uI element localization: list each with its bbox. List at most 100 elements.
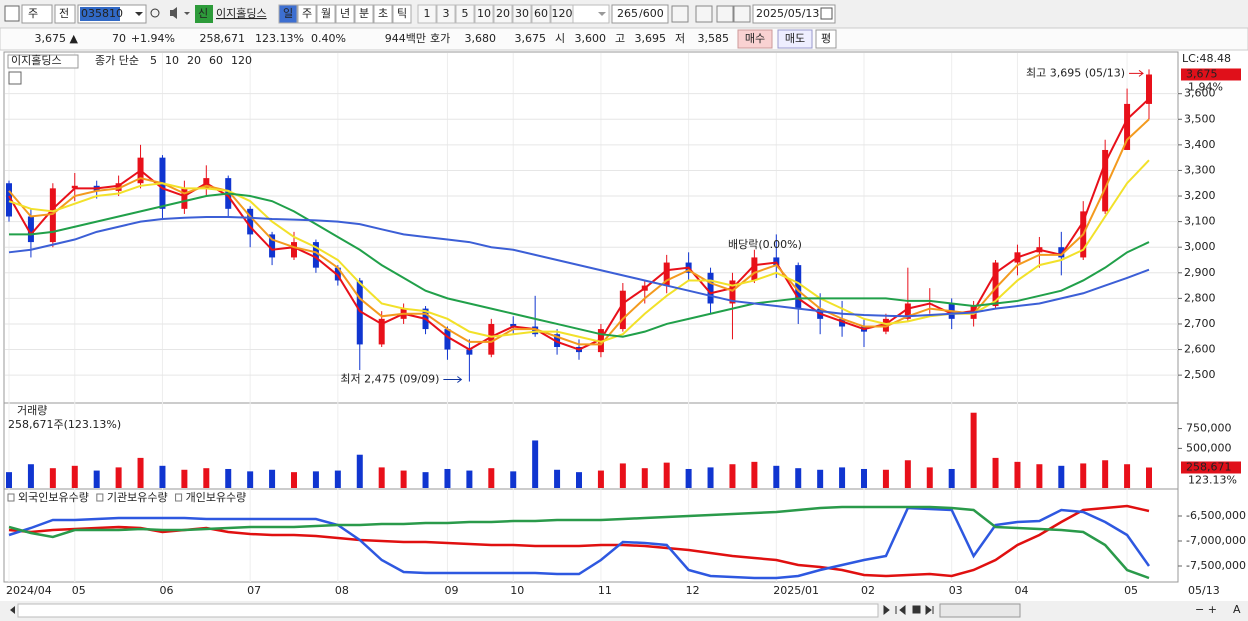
dropdown-arrow[interactable] bbox=[135, 12, 143, 16]
ownership-line bbox=[8, 505, 1150, 580]
interval-label[interactable]: 20 bbox=[496, 7, 510, 20]
interval-label[interactable]: 5 bbox=[462, 7, 469, 20]
candle-body bbox=[27, 216, 34, 243]
period-label[interactable]: 분 bbox=[359, 7, 369, 20]
interval-button[interactable] bbox=[474, 4, 494, 24]
candle-body bbox=[773, 257, 780, 266]
stock-name: 이지홀딩스 bbox=[216, 7, 267, 20]
candle-body bbox=[247, 208, 254, 235]
font-control[interactable]: A bbox=[1233, 603, 1241, 616]
volume-bar bbox=[532, 440, 539, 488]
scroll-left[interactable] bbox=[10, 606, 15, 614]
tool-icon[interactable] bbox=[671, 5, 689, 23]
volume-bar bbox=[137, 457, 144, 488]
period-button[interactable] bbox=[392, 4, 412, 24]
interval-select[interactable] bbox=[572, 4, 610, 24]
interval-label[interactable]: 120 bbox=[552, 7, 573, 20]
period-label[interactable]: 주 bbox=[302, 7, 312, 20]
y-tick-label: 2,500 bbox=[1184, 368, 1216, 381]
search-icon[interactable] bbox=[150, 8, 160, 18]
period-button[interactable] bbox=[316, 4, 336, 24]
market[interactable]: 주 bbox=[28, 7, 38, 20]
count[interactable]: 265 bbox=[617, 7, 638, 20]
candle-body bbox=[444, 329, 451, 350]
interval-label[interactable]: 60 bbox=[534, 7, 548, 20]
x-tick-label: 09 bbox=[444, 584, 458, 597]
interval-button[interactable] bbox=[417, 4, 437, 24]
volume-bar bbox=[1124, 464, 1131, 488]
period-label[interactable]: 년 bbox=[340, 7, 350, 20]
speaker-icon[interactable] bbox=[170, 7, 190, 19]
sell-button[interactable] bbox=[777, 29, 813, 49]
tool-icon[interactable] bbox=[733, 5, 751, 23]
period-label[interactable]: 초 bbox=[378, 7, 388, 20]
new-badge bbox=[195, 5, 213, 23]
period-button[interactable] bbox=[354, 4, 374, 24]
zoom-controls[interactable]: − + bbox=[1195, 603, 1217, 616]
period-button[interactable] bbox=[373, 4, 393, 24]
table-icon[interactable] bbox=[8, 71, 22, 85]
scope-button[interactable] bbox=[54, 4, 76, 24]
volume-bar bbox=[707, 467, 714, 488]
volume-bar bbox=[619, 463, 626, 488]
candle-body bbox=[1058, 247, 1065, 258]
volume-bar bbox=[159, 465, 166, 488]
quote-bg bbox=[0, 27, 1248, 51]
interval-button[interactable] bbox=[512, 4, 532, 24]
interval-button[interactable] bbox=[455, 4, 475, 24]
period-label[interactable]: 일 bbox=[283, 6, 293, 20]
volume: 258,671 bbox=[200, 32, 246, 45]
volume-bar bbox=[576, 472, 582, 488]
period-button[interactable] bbox=[335, 4, 355, 24]
candle-body bbox=[115, 183, 122, 191]
interval-label[interactable]: 10 bbox=[477, 7, 491, 20]
interval-button[interactable] bbox=[531, 4, 551, 24]
y-tick-label: 3,000 bbox=[1184, 240, 1216, 253]
volume-bar bbox=[554, 469, 561, 488]
tool-icon[interactable] bbox=[695, 5, 713, 23]
event-annotation: 배당락(0.00%) bbox=[728, 238, 802, 251]
calendar-icon[interactable] bbox=[820, 7, 833, 20]
y-tick-label: -7,500,000 bbox=[1186, 559, 1246, 572]
candle-body bbox=[839, 318, 846, 327]
x-tick-label: 2024/04 bbox=[6, 584, 52, 597]
volume-bar bbox=[269, 469, 276, 488]
volume-bar bbox=[356, 454, 363, 488]
interval-label[interactable]: 30 bbox=[515, 7, 529, 20]
volume-bar bbox=[488, 468, 495, 488]
menu-icon[interactable] bbox=[4, 5, 20, 22]
candle-body bbox=[181, 188, 188, 209]
interval-button[interactable] bbox=[493, 4, 513, 24]
avg-button[interactable] bbox=[815, 29, 837, 49]
volume-bar bbox=[510, 471, 517, 488]
period-label[interactable]: 틱 bbox=[397, 7, 407, 20]
count-input[interactable] bbox=[611, 4, 669, 24]
date-input[interactable] bbox=[752, 4, 836, 24]
scroll-track[interactable] bbox=[17, 603, 879, 618]
legend-entry: 외국인보유수량 bbox=[18, 491, 89, 504]
legend-title: 종가 단순 bbox=[95, 54, 139, 67]
y-tick-label: -6,500,000 bbox=[1186, 509, 1246, 522]
scope[interactable]: 전 bbox=[59, 7, 69, 20]
volume-bar bbox=[71, 465, 78, 488]
candle-body bbox=[554, 334, 561, 347]
scroll-controls[interactable] bbox=[883, 604, 934, 616]
tool-icon[interactable] bbox=[716, 5, 734, 23]
interval-button[interactable] bbox=[436, 4, 456, 24]
buy-button[interactable] bbox=[737, 29, 773, 49]
date[interactable]: 2025/05/13 bbox=[756, 7, 819, 20]
candle-body bbox=[488, 323, 495, 355]
buy-label: 매수 bbox=[745, 32, 765, 45]
period-label[interactable]: 월 bbox=[321, 7, 331, 20]
stock-code[interactable]: 035810 bbox=[81, 7, 123, 20]
interval-label[interactable]: 1 bbox=[424, 7, 431, 20]
period-button[interactable] bbox=[278, 4, 298, 24]
market-select[interactable] bbox=[21, 4, 53, 24]
dropdown-arrow[interactable] bbox=[598, 12, 606, 16]
zoom-slider[interactable] bbox=[939, 603, 1021, 618]
low-arrow bbox=[443, 376, 463, 383]
volume-bar bbox=[203, 468, 210, 488]
period-button[interactable] bbox=[297, 4, 317, 24]
y-tick-label: 2,900 bbox=[1184, 266, 1216, 279]
interval-label[interactable]: 3 bbox=[443, 7, 450, 20]
